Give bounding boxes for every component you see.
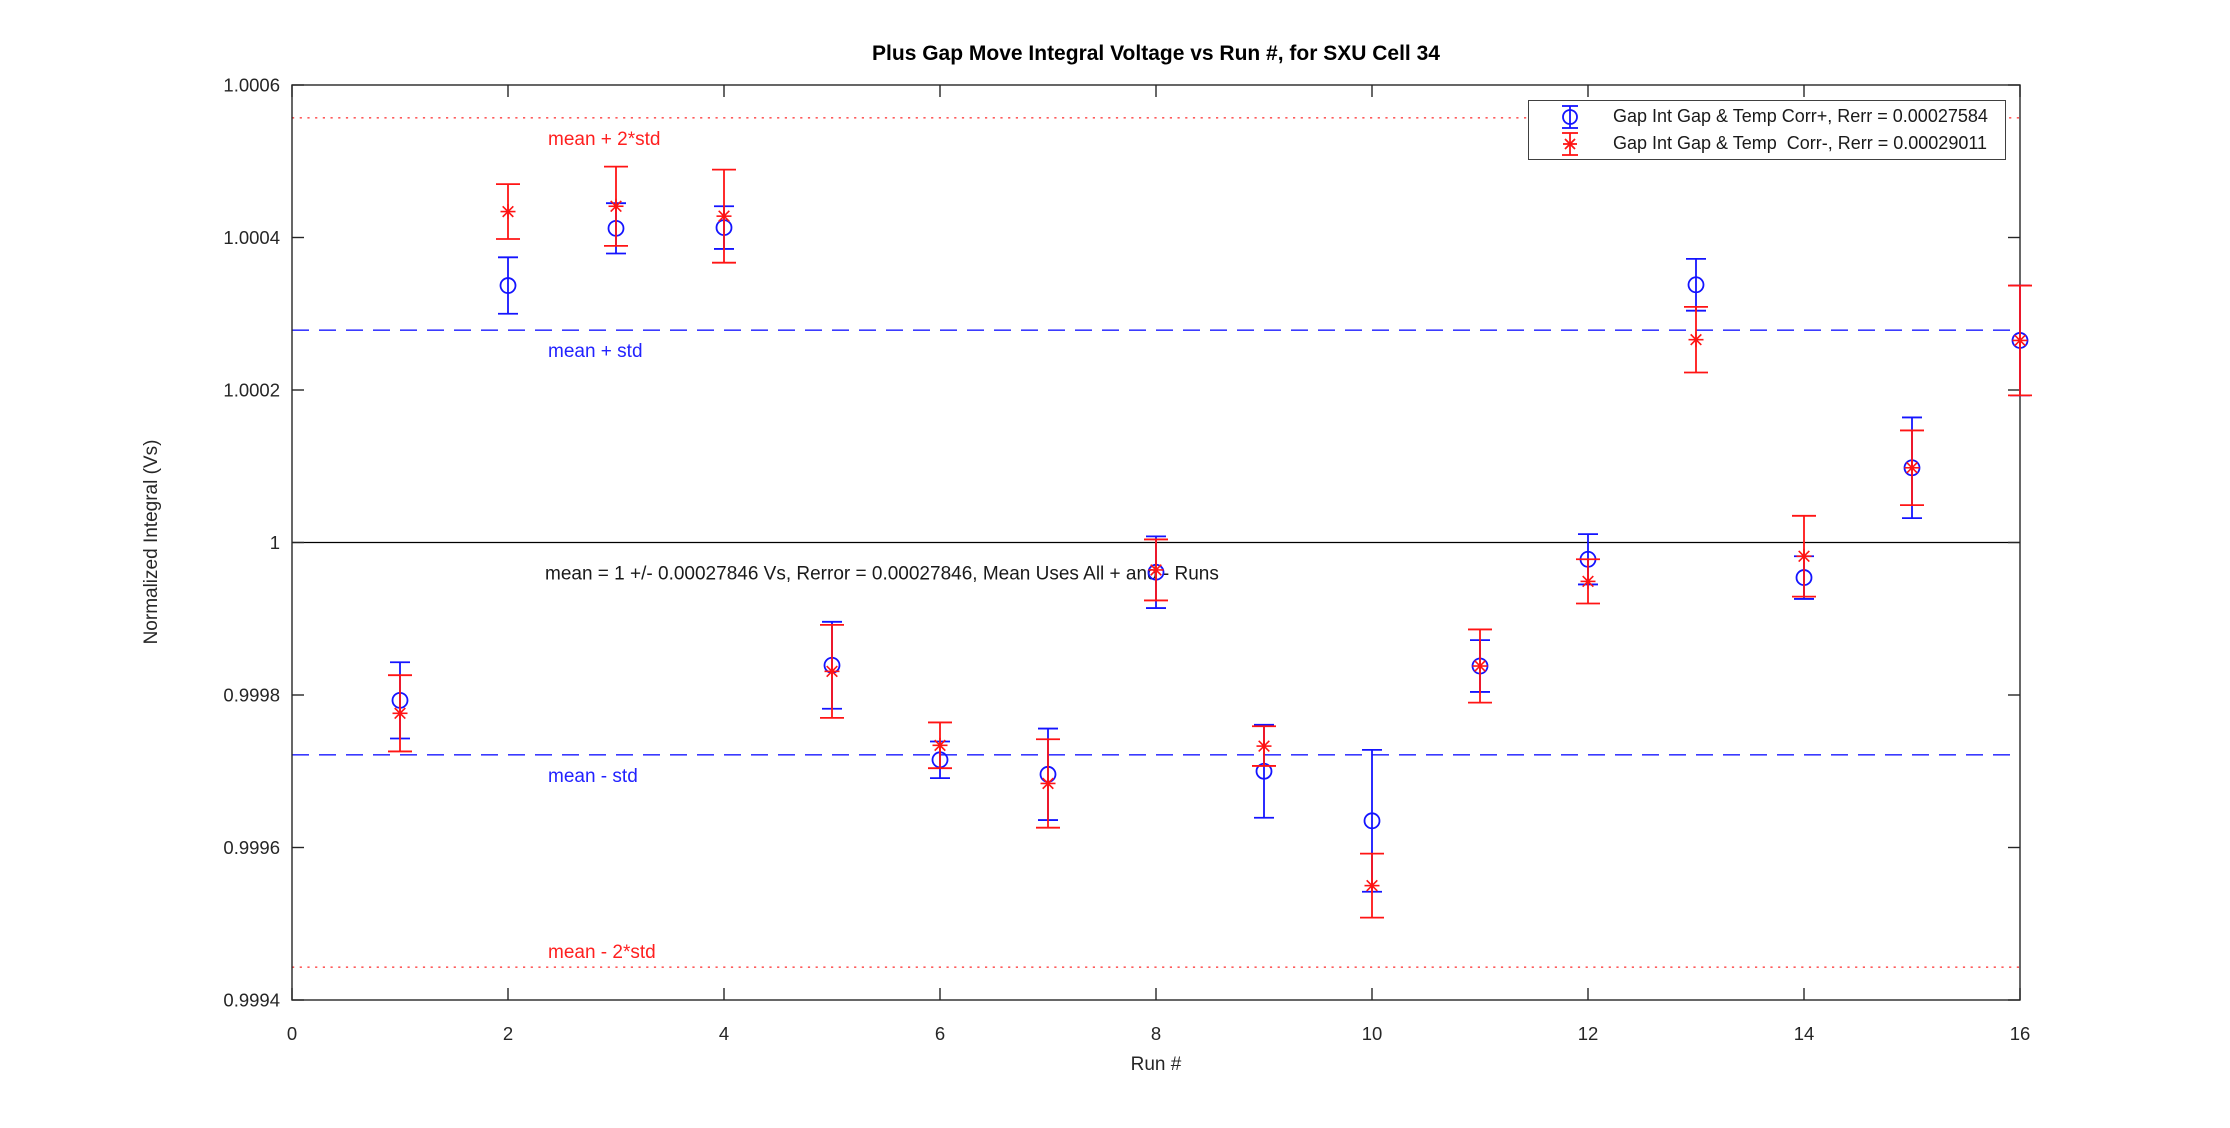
x-tick-label: 14 xyxy=(1794,1023,1815,1044)
x-tick-label: 16 xyxy=(2010,1023,2031,1044)
data-point xyxy=(1468,628,1492,704)
series-corr-minus xyxy=(388,165,2032,919)
x-tick-label: 10 xyxy=(1362,1023,1383,1044)
data-point xyxy=(1252,725,1276,767)
y-tick-label: 0.9996 xyxy=(223,837,280,858)
data-point xyxy=(1684,305,1708,374)
x-tick-label: 8 xyxy=(1151,1023,1161,1044)
data-point xyxy=(1792,514,1816,598)
legend-label: Gap Int Gap & Temp Corr-, Rerr = 0.00029… xyxy=(1613,133,1988,153)
data-point xyxy=(604,165,628,247)
x-tick-label: 0 xyxy=(287,1023,297,1044)
data-point xyxy=(712,168,736,264)
x-axis-label: Run # xyxy=(1130,1054,1182,1075)
legend-label: Gap Int Gap & Temp Corr+, Rerr = 0.00027… xyxy=(1613,106,1988,126)
y-tick-label: 1.0002 xyxy=(223,380,280,401)
axis-ticks: 0 2 4 6 8 10 12 14 16 0.9994 0.9996 0.9998 1 1.0002 1.… xyxy=(223,75,2030,1045)
ref-line-label: mean - 2*std xyxy=(548,942,656,963)
data-point xyxy=(820,623,844,719)
series-corr-plus xyxy=(390,202,2030,893)
circle-marker xyxy=(499,277,517,294)
x-tick-label: 12 xyxy=(1578,1023,1599,1044)
x-tick-label: 4 xyxy=(719,1023,729,1044)
y-tick-label: 1.0006 xyxy=(223,75,280,96)
data-point xyxy=(1036,738,1060,829)
legend-marker-asterisk-icon xyxy=(1562,131,1578,156)
chart-title: Plus Gap Move Integral Voltage vs Run #,… xyxy=(872,42,1440,65)
legend-entry-corr-plus: Gap Int Gap & Temp Corr+, Rerr = 0.00027… xyxy=(1543,104,2005,130)
legend-entry-corr-minus: Gap Int Gap & Temp Corr-, Rerr = 0.00029… xyxy=(1543,131,2005,157)
data-point xyxy=(1360,852,1384,919)
y-axis-label: Normalized Integral (Vs) xyxy=(141,439,162,645)
y-tick-label: 1 xyxy=(270,532,280,553)
y-tick-label: 0.9994 xyxy=(223,990,280,1011)
data-point xyxy=(498,256,518,315)
circle-marker xyxy=(1363,812,1381,830)
circle-marker xyxy=(1687,276,1705,294)
x-tick-label: 2 xyxy=(503,1023,513,1044)
ref-line-label: mean - std xyxy=(548,766,638,787)
data-point xyxy=(1576,558,1600,605)
legend-marker-circle-icon xyxy=(1562,104,1578,129)
y-tick-label: 1.0004 xyxy=(223,227,280,248)
mean-annotation: mean = 1 +/- 0.00027846 Vs, Rerror = 0.0… xyxy=(545,564,1219,585)
data-point xyxy=(1686,257,1706,312)
y-tick-label: 0.9998 xyxy=(223,685,280,706)
x-tick-label: 6 xyxy=(935,1023,945,1044)
data-point xyxy=(388,674,412,753)
data-point xyxy=(1144,538,1168,602)
data-point xyxy=(496,183,520,240)
data-point xyxy=(2008,284,2032,397)
ref-line-label: mean + std xyxy=(548,341,643,362)
legend: Gap Int Gap & Temp Corr+, Rerr = 0.00027… xyxy=(1528,100,2006,160)
data-point xyxy=(1900,429,1924,507)
ref-line-label: mean + 2*std xyxy=(548,129,661,150)
data-point xyxy=(928,721,952,770)
